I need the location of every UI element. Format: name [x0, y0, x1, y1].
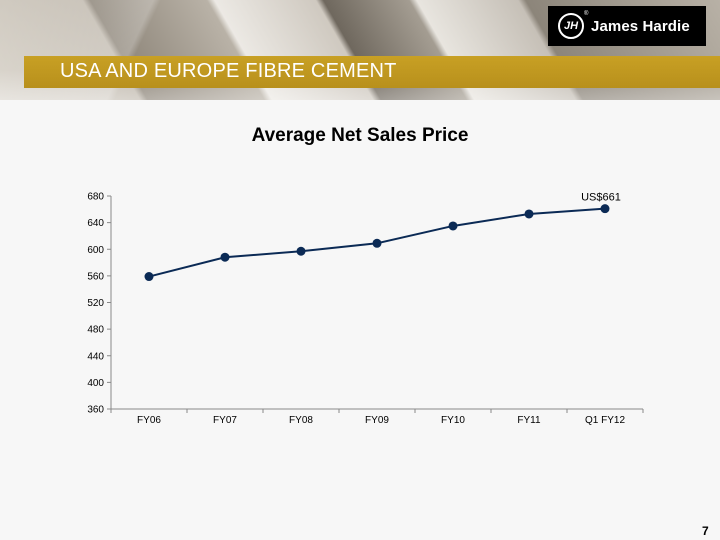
section-title: USA AND EUROPE FIBRE CEMENT — [60, 60, 397, 82]
y-tick-label: 560 — [87, 271, 104, 282]
brand-name: James Hardie — [591, 17, 690, 35]
data-point — [296, 246, 306, 256]
x-tick-label: FY06 — [137, 415, 161, 426]
data-point — [372, 238, 382, 248]
y-tick-label: 600 — [87, 245, 104, 256]
y-tick-label: 640 — [87, 218, 104, 229]
data-point — [220, 252, 230, 262]
y-tick-label: 680 — [87, 192, 104, 203]
y-tick-label: 480 — [87, 325, 104, 336]
data-point — [524, 209, 534, 219]
x-tick-label: FY11 — [517, 415, 541, 426]
y-tick-label: 360 — [87, 405, 104, 416]
data-label: US$661 — [581, 192, 621, 204]
x-tick-label: FY08 — [289, 415, 313, 426]
brand-logo: JH ® James Hardie — [548, 6, 706, 46]
y-tick-label: 400 — [87, 378, 104, 389]
data-point — [144, 272, 154, 282]
x-tick-label: FY10 — [441, 415, 465, 426]
x-tick-label: FY09 — [365, 415, 389, 426]
registered-mark: ® — [584, 11, 589, 17]
page-number: 7 — [702, 524, 709, 538]
section-title-bar: USA AND EUROPE FIBRE CEMENT — [24, 56, 720, 88]
data-point — [448, 221, 458, 231]
y-tick-label: 520 — [87, 298, 104, 309]
x-tick-label: FY07 — [213, 415, 237, 426]
chart-title: Average Net Sales Price — [251, 125, 469, 146]
james-hardie-logo-icon: JH — [558, 13, 584, 39]
x-tick-label: Q1 FY12 — [585, 415, 625, 426]
y-tick-label: 440 — [87, 351, 104, 362]
data-point — [600, 204, 610, 214]
